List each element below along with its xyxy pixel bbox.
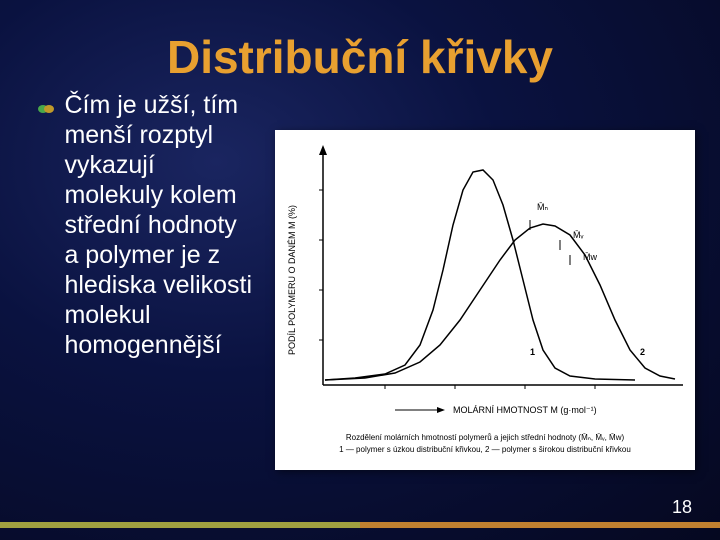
- bullet-icon: [38, 100, 54, 108]
- svg-text:M̄ᵥ: M̄ᵥ: [573, 230, 583, 240]
- svg-text:1: 1: [530, 347, 535, 357]
- svg-text:2: 2: [640, 347, 645, 357]
- distribution-chart: M̄ₙ M̄ᵥ M̄w 1 2 PODÍL POLYMERU O DANÉM M (%…: [275, 130, 695, 470]
- slide-title: Distribuční křivky: [0, 30, 720, 84]
- figure-caption-1: Rozdělení molárních hmotností polymerů a…: [346, 433, 625, 442]
- svg-text:M̄w: M̄w: [583, 252, 597, 262]
- y-axis-label: PODÍL POLYMERU O DANÉM M (%): [287, 205, 297, 355]
- x-axis-label: MOLÁRNÍ HMOTNOST M (g·mol⁻¹): [453, 405, 597, 415]
- bullet-text: Čím je užší, tím menší rozptyl vykazují …: [64, 90, 254, 360]
- decorative-bar: [0, 522, 720, 528]
- bullet-item: Čím je užší, tím menší rozptyl vykazují …: [38, 90, 258, 360]
- figure-caption-2: 1 — polymer s úzkou distribuční křivkou,…: [339, 445, 631, 454]
- svg-text:M̄ₙ: M̄ₙ: [537, 202, 548, 212]
- page-number: 18: [672, 497, 692, 518]
